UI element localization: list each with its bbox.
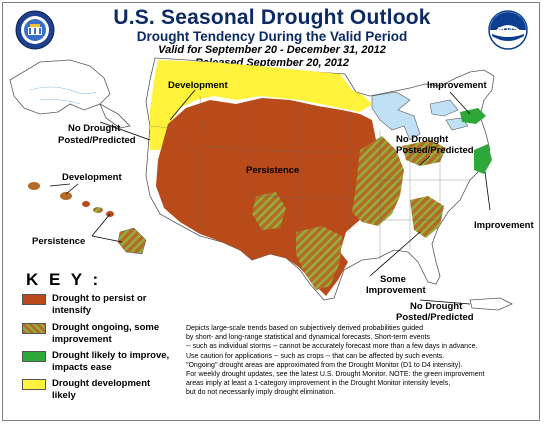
note-line: but do not necessarily imply drought eli… [186, 389, 336, 397]
alaska-land [9, 59, 131, 129]
note-line: areas imply at least a 1-category improv… [186, 380, 451, 388]
label-persistence-hawaii: Persistence [32, 236, 85, 247]
key-label-develop-line-1: Drought development [52, 378, 151, 389]
key-label-persist: Drought to persist or intensify [52, 293, 202, 316]
development-area-north [150, 60, 372, 150]
key-label-develop-line-2: likely [52, 389, 76, 401]
ongoing-area-texas [296, 226, 342, 290]
ongoing-area-plains [252, 192, 286, 230]
improvement-area-northeast [460, 108, 486, 124]
note-line: For weekly drought updates, see the late… [186, 371, 485, 379]
note-line: Use caution for applications -- such as … [186, 352, 445, 360]
key-title: K E Y : [26, 270, 102, 289]
key-label-persist-line-1: Drought to persist or [52, 293, 147, 304]
ongoing-area-southeast [410, 196, 444, 238]
key-label-improve: Drought likely to improve, impacts ease [52, 350, 202, 373]
key-swatch-ongoing [22, 323, 46, 334]
note-line: -- such as individual storms -- cannot b… [186, 343, 478, 351]
key-swatch-improve [22, 351, 46, 362]
key-label-improve-line-2: impacts ease [52, 361, 112, 373]
label-no-drought-pr-2: Posted/Predicted [396, 312, 474, 323]
label-no-drought-se-2: Posted/Predicted [396, 145, 474, 156]
note-line: by short- and long-range statistical and… [186, 334, 430, 342]
noaa-logo-text: NOAA [498, 27, 519, 34]
label-improvement-east: Improvement [474, 220, 534, 231]
label-development-hawaii: Development [62, 172, 122, 183]
page-title: U.S. Seasonal Drought Outlook [113, 6, 431, 29]
key-label-persist-line-2: intensify [52, 304, 92, 316]
key-label-ongoing-line-1: Drought ongoing, some [52, 322, 160, 333]
label-improvement-northeast: Improvement [427, 80, 487, 91]
leader-lines [49, 89, 491, 305]
key-label-develop: Drought development likely [52, 378, 202, 401]
improvement-area-midatlantic [474, 144, 492, 174]
label-no-drought-west-2: Posted/Predicted [58, 135, 136, 146]
outlook-notes: Depicts large-scale trends based on subj… [186, 324, 536, 398]
state-borders [149, 95, 470, 260]
label-development-west: Development [168, 80, 228, 91]
label-no-drought-pr-1: No Drought [410, 301, 463, 312]
noaa-logo-icon: NOAA [488, 10, 528, 50]
label-persistence-center: Persistence [246, 165, 299, 176]
great-lakes [371, 91, 469, 141]
key-swatch-develop [22, 379, 46, 390]
key-label-ongoing-line-2: improvement [52, 333, 112, 345]
noaa-cpc-seal-icon [15, 10, 55, 50]
note-line: Depicts large-scale trends based on subj… [186, 325, 423, 332]
label-no-drought-west-1: No Drought [68, 123, 121, 134]
puerto-rico-land [469, 297, 513, 311]
label-some-improvement-1: Some [380, 274, 406, 285]
key-label-improve-line-1: Drought likely to improve, [52, 350, 170, 361]
key-swatch-persist [22, 294, 46, 305]
key-label-ongoing: Drought ongoing, some improvement [52, 322, 202, 345]
hawaii-islands [28, 182, 147, 255]
label-no-drought-se-1: No Drought [396, 134, 449, 145]
alaska-rivers [29, 86, 97, 105]
note-line: "Ongoing" drought areas are approximated… [186, 361, 463, 369]
page-subtitle: Drought Tendency During the Valid Period [136, 29, 408, 44]
valid-period: Valid for September 20 - December 31, 20… [158, 44, 386, 56]
ongoing-area-ohio-valley [402, 140, 446, 166]
label-some-improvement-2: Improvement [366, 285, 426, 296]
ongoing-area-east-central [352, 136, 404, 226]
